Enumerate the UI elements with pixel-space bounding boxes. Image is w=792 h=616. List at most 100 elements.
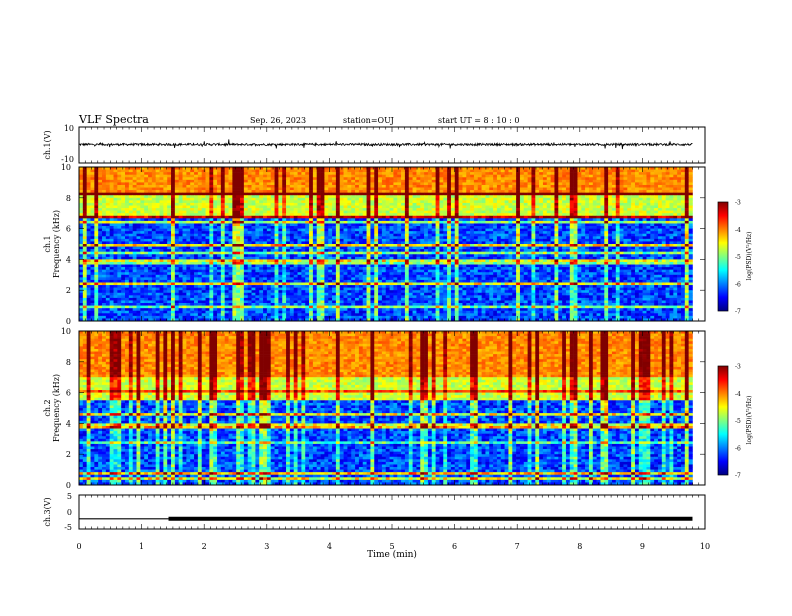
spectrogram-cell: [558, 170, 562, 173]
spectrogram-cell: [140, 175, 144, 178]
spectrogram-cell: [110, 213, 114, 216]
spectrogram-cell: [374, 241, 378, 244]
spectrogram-cell: [202, 172, 206, 175]
spectrogram-cell: [317, 218, 321, 221]
spectrogram-cell: [121, 203, 125, 206]
spectrogram-cell: [485, 223, 489, 226]
spectrogram-cell: [301, 195, 305, 198]
spectrogram-cell: [198, 203, 202, 206]
spectrogram-cell: [175, 208, 179, 211]
spectrogram-cell: [566, 211, 570, 214]
spectrogram-cell: [194, 218, 198, 221]
spectrogram-cell: [286, 211, 290, 214]
spectrogram-cell: [635, 229, 639, 232]
spectrogram-cell: [328, 221, 332, 224]
spectrogram-cell: [623, 216, 627, 219]
spectrogram-cell: [378, 180, 382, 183]
spectrogram-cell: [378, 234, 382, 237]
spectrogram-cell: [110, 188, 114, 191]
spectrogram-cell: [290, 177, 294, 180]
spectrogram-cell: [367, 231, 371, 234]
spectrogram-cell: [351, 221, 355, 224]
spectrogram-cell: [597, 182, 601, 185]
spectrogram-cell: [673, 218, 677, 221]
spectrogram-cell: [301, 213, 305, 216]
spectrogram-cell: [98, 213, 102, 216]
spectrogram-cell: [106, 180, 110, 183]
spectrogram-cell: [232, 195, 236, 198]
spectrogram-cell: [240, 234, 244, 237]
spectrogram-cell: [401, 182, 405, 185]
spectrogram-cell: [83, 203, 87, 206]
spectrogram-cell: [543, 241, 547, 244]
spectrogram-cell: [125, 221, 129, 224]
spectrogram-cell: [328, 182, 332, 185]
spectrogram-cell: [355, 234, 359, 237]
spectrogram-cell: [424, 213, 428, 216]
spectrogram-cell: [390, 190, 394, 193]
spectrogram-cell: [531, 226, 535, 229]
spectrogram-cell: [535, 190, 539, 193]
spectrogram-cell: [424, 190, 428, 193]
spectrogram-cell: [213, 229, 217, 232]
spectrogram-cell: [443, 213, 447, 216]
spectrogram-cell: [551, 185, 555, 188]
spectrogram-cell: [401, 203, 405, 206]
spectrogram-cell: [378, 231, 382, 234]
spectrogram-cell: [439, 241, 443, 244]
spectrogram-cell: [110, 190, 114, 193]
spectrogram-cell: [183, 195, 187, 198]
spectrogram-cell: [669, 234, 673, 237]
spectrogram-cell: [505, 182, 509, 185]
spectrogram-cell: [363, 226, 367, 229]
spectrogram-cell: [436, 239, 440, 242]
spectrogram-cell: [125, 193, 129, 196]
spectrogram-cell: [482, 208, 486, 211]
start-time-label: start UT = 8 : 10 : 0: [438, 116, 519, 125]
spectrogram-cell: [623, 223, 627, 226]
spectrogram-cell: [685, 213, 689, 216]
spectrogram-cell: [252, 226, 256, 229]
spectrogram-cell: [255, 172, 259, 175]
spectrogram-cell: [432, 206, 436, 209]
spectrogram-cell: [374, 223, 378, 226]
spectrogram-cell: [593, 172, 597, 175]
spectrogram-cell: [577, 182, 581, 185]
spectrogram-cell: [255, 185, 259, 188]
spectrogram-cell: [470, 172, 474, 175]
spectrogram-cell: [171, 234, 175, 237]
spectrogram-cell: [133, 203, 137, 206]
spectrogram-cell: [497, 170, 501, 173]
spectrogram-cell: [516, 190, 520, 193]
spectrogram-cell: [681, 170, 685, 173]
spectrogram-cell: [359, 231, 363, 234]
spectrogram-cell: [635, 218, 639, 221]
spectrogram-cell: [213, 234, 217, 237]
spectrogram-cell: [137, 229, 141, 232]
spectrogram-cell: [117, 234, 121, 237]
spectrogram-cell: [328, 177, 332, 180]
spectrogram-cell: [470, 177, 474, 180]
spectrogram-cell: [436, 203, 440, 206]
spectrogram-cell: [347, 206, 351, 209]
spectrogram-cell: [133, 195, 137, 198]
spectrogram-cell: [232, 188, 236, 191]
spectrogram-cell: [639, 213, 643, 216]
spectrogram-cell: [175, 211, 179, 214]
spectrogram-cell: [263, 206, 267, 209]
spectrogram-cell: [163, 216, 167, 219]
spectrogram-cell: [451, 190, 455, 193]
spectrogram-cell: [470, 198, 474, 201]
spectrogram-cell: [627, 211, 631, 214]
spectrogram-cell: [623, 185, 627, 188]
spectrogram-cell: [608, 216, 612, 219]
spectrogram-cell: [455, 223, 459, 226]
spectrogram-cell: [144, 195, 148, 198]
spectrogram-cell: [125, 175, 129, 178]
spectrogram-cell: [213, 170, 217, 173]
spectrogram-cell: [462, 218, 466, 221]
spectrogram-cell: [79, 203, 83, 206]
spectrogram-cell: [129, 175, 133, 178]
spectrogram-cell: [194, 193, 198, 196]
spectrogram-cell: [271, 188, 275, 191]
